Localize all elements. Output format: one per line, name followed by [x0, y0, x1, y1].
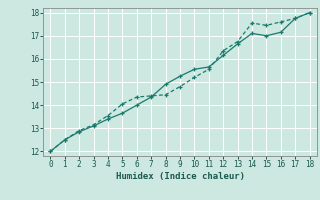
X-axis label: Humidex (Indice chaleur): Humidex (Indice chaleur)	[116, 172, 244, 181]
